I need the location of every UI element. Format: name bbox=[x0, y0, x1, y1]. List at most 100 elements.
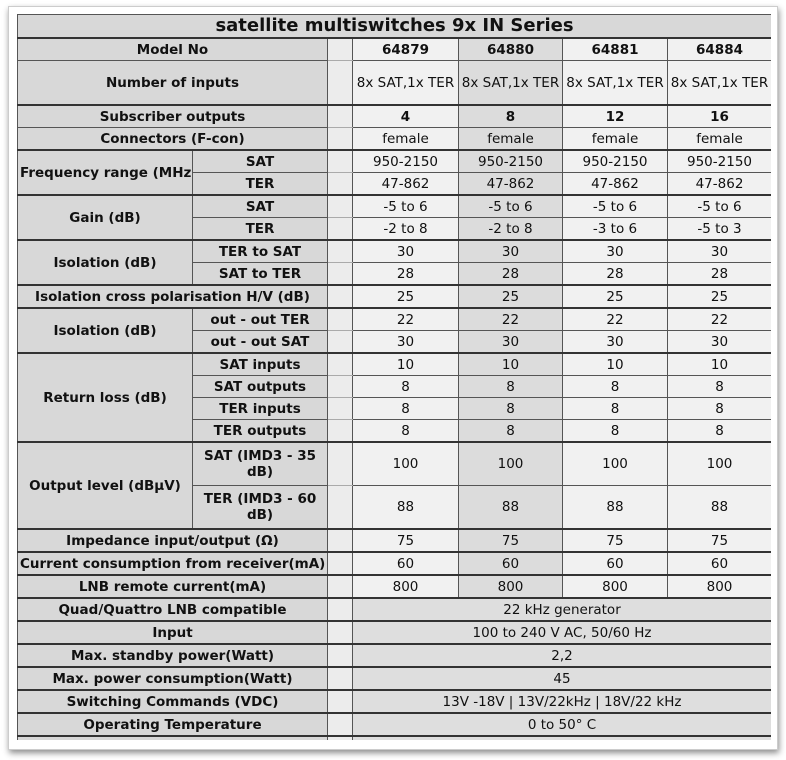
value-cell: -3 to 6 bbox=[562, 217, 668, 241]
value-cell: 75 bbox=[666, 528, 771, 553]
row-label: LNB remote current(mA) bbox=[17, 574, 328, 599]
table-row: Switching Commands (VDC) 13V -18V | 13V/2… bbox=[17, 689, 771, 714]
value-cell: 8 bbox=[352, 419, 459, 443]
sub-label: TER outputs bbox=[192, 419, 328, 443]
value-cell: 25 bbox=[666, 284, 771, 309]
spacer-cell bbox=[327, 104, 353, 128]
value-cell: -5 to 6 bbox=[562, 194, 668, 218]
table-row: Input 100 to 240 V AC, 50/60 Hz bbox=[17, 620, 771, 645]
value-cell: 75 bbox=[352, 528, 459, 553]
value-cell: 22 bbox=[458, 307, 563, 331]
spacer-cell bbox=[327, 551, 353, 576]
value-cell: 8 bbox=[562, 419, 668, 443]
shared-value-cell: 0 to 50° C bbox=[351, 712, 771, 737]
row-label: Quad/Quattro LNB compatible bbox=[17, 597, 328, 622]
spacer-cell bbox=[327, 262, 353, 286]
value-cell: 8 bbox=[666, 419, 771, 443]
value-cell: 88 bbox=[562, 485, 668, 530]
value-cell: female bbox=[562, 127, 668, 151]
value-cell: 47-862 bbox=[352, 172, 459, 196]
sub-label: SAT outputs bbox=[192, 375, 328, 398]
row-label: Switching Commands (VDC) bbox=[17, 689, 328, 714]
spacer-cell bbox=[327, 352, 353, 376]
value-cell: 22 bbox=[562, 307, 668, 331]
shared-value-cell: 22 kHz generator bbox=[351, 597, 771, 622]
value-cell: 88 bbox=[666, 485, 771, 530]
value-cell: 16 bbox=[666, 104, 771, 128]
table-row: out - out SAT 30 30 30 30 bbox=[18, 330, 771, 354]
value-cell: 100 bbox=[666, 441, 771, 486]
value-cell: 950-2150 bbox=[666, 149, 771, 173]
value-cell: 60 bbox=[562, 551, 668, 576]
spacer-cell bbox=[327, 712, 353, 737]
sub-label: SAT bbox=[192, 149, 328, 173]
table-row: Return loss (dB) SAT inputs 10 10 10 10 bbox=[17, 352, 771, 443]
row-label: Impedance input/output (Ω) bbox=[17, 528, 328, 553]
spacer-cell bbox=[327, 149, 353, 173]
table-row: Max. power consumption(Watt) 45 bbox=[17, 666, 771, 691]
group-label: Return loss (dB) bbox=[17, 352, 193, 443]
spacer-cell bbox=[327, 60, 353, 106]
table-row: SAT outputs 8 8 8 8 bbox=[18, 375, 771, 398]
value-cell: 8x SAT,1x TER bbox=[666, 60, 771, 106]
table-row: TER inputs 8 8 8 8 bbox=[18, 397, 771, 420]
spacer-cell bbox=[327, 574, 353, 599]
value-cell: -5 to 6 bbox=[352, 194, 459, 218]
value-cell: 30 bbox=[562, 330, 668, 354]
spacer-cell bbox=[327, 735, 353, 740]
value-cell: 30 bbox=[666, 239, 771, 263]
value-cell: 800 bbox=[666, 574, 771, 599]
row-label: Number of inputs bbox=[17, 60, 328, 106]
spacer-cell bbox=[327, 37, 353, 61]
sub-label: TER bbox=[192, 172, 328, 196]
table-row: Connectors (F-con) female female female fema… bbox=[17, 127, 771, 151]
row-label: Subscriber outputs bbox=[17, 104, 328, 128]
spacer-cell bbox=[327, 127, 353, 151]
value-cell: 60 bbox=[666, 551, 771, 576]
value-cell: 25 bbox=[562, 284, 668, 309]
value-cell: 25 bbox=[352, 284, 459, 309]
value-cell: 10 bbox=[666, 352, 771, 376]
value-cell: 25 bbox=[458, 284, 563, 309]
spacer-cell bbox=[327, 330, 353, 354]
value-cell: 800 bbox=[352, 574, 459, 599]
value-cell: 75 bbox=[458, 528, 563, 553]
sub-label: SAT bbox=[192, 194, 328, 218]
table-row: Frequency range (MHz) SAT 950-2150 950-2150… bbox=[17, 149, 771, 196]
spacer-cell bbox=[327, 239, 353, 263]
table-row: Impedance input/output (Ω) 75 75 75 75 bbox=[17, 528, 771, 553]
value-cell: female bbox=[666, 127, 771, 151]
spacer-cell bbox=[327, 397, 353, 420]
spacer-cell bbox=[327, 217, 353, 241]
value-cell: 88 bbox=[352, 485, 459, 530]
value-cell: 8 bbox=[352, 397, 459, 420]
value-cell: 950-2150 bbox=[458, 149, 563, 173]
value-cell: 12 bbox=[562, 104, 668, 128]
table-row: Quad/Quattro LNB compatible 22 kHz genera… bbox=[17, 597, 771, 622]
value-cell: 30 bbox=[562, 239, 668, 263]
spec-table-container: satellite multiswitches 9x IN Series Mode… bbox=[17, 14, 771, 740]
value-cell: 8 bbox=[458, 397, 563, 420]
value-cell: 8 bbox=[458, 104, 563, 128]
row-label: Isolation cross polarisation H/V (dB) bbox=[17, 284, 328, 309]
row-label: Max. standby power(Watt) bbox=[17, 643, 328, 668]
spacer-cell bbox=[327, 375, 353, 398]
value-cell: 28 bbox=[458, 262, 563, 286]
sub-label: SAT to TER bbox=[192, 262, 328, 286]
spec-table: satellite multiswitches 9x IN Series Mode… bbox=[17, 14, 771, 740]
spacer-cell bbox=[327, 620, 353, 645]
table-row: satellite multiswitches 9x IN Series bbox=[17, 14, 771, 39]
value-cell: 8 bbox=[458, 375, 563, 398]
value-cell: 75 bbox=[562, 528, 668, 553]
table-row: Isolation (dB) TER to SAT 30 30 30 30 bbox=[17, 239, 771, 286]
row-label: Input bbox=[17, 620, 328, 645]
value-cell: 8 bbox=[562, 397, 668, 420]
value-cell: -5 to 3 bbox=[666, 217, 771, 241]
value-cell: 64880 bbox=[458, 37, 563, 61]
value-cell: -2 to 8 bbox=[352, 217, 459, 241]
value-cell: female bbox=[458, 127, 563, 151]
value-cell: 8x SAT,1x TER bbox=[562, 60, 668, 106]
value-cell: 8 bbox=[666, 375, 771, 398]
table-row: Model No 64879 64880 64881 64884 bbox=[17, 37, 771, 61]
value-cell: 30 bbox=[352, 239, 459, 263]
